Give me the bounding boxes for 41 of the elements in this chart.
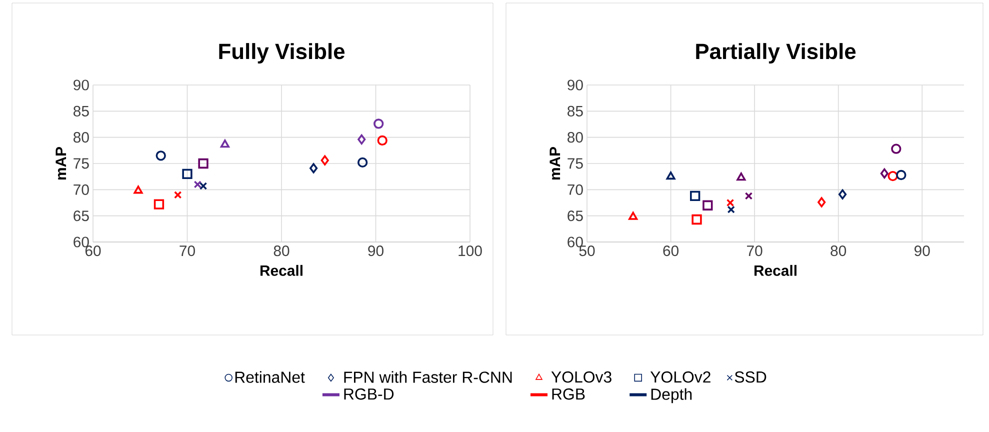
y-tick-label: 70 [568, 184, 583, 195]
y-tick-label: 85 [74, 106, 89, 116]
x-axis-title: Recall [754, 264, 796, 276]
x-tick-label: 60 [663, 246, 679, 256]
x-tick-label: 80 [274, 246, 290, 256]
x-tick-label: 70 [747, 246, 762, 256]
legend-label: RetinaNet [235, 371, 305, 383]
y-tick-label: 80 [74, 132, 89, 143]
y-tick-label: 85 [568, 106, 583, 116]
x-tick-label: 70 [180, 246, 195, 256]
legend-label: FPN with Faster R-CNN [344, 371, 512, 383]
y-tick-label: 75 [568, 158, 583, 169]
x-tick-label: 90 [368, 246, 384, 256]
y-tick-label: 80 [568, 132, 583, 143]
point [198, 158, 208, 169]
y-tick-label: 65 [74, 210, 89, 222]
y-axis-title: mAP [550, 146, 560, 180]
y-tick-label: 90 [74, 80, 89, 90]
point [156, 150, 166, 161]
x-tick-label: 60 [85, 246, 101, 256]
point [357, 157, 368, 168]
legend-label: Depth [651, 388, 692, 404]
x-axis-title: Recall [260, 264, 302, 276]
y-axis-title: mAP [56, 146, 66, 180]
x-tick-label: 80 [830, 246, 846, 256]
y-tick-label: 90 [568, 80, 583, 90]
legend-label: SSD [734, 371, 766, 383]
y-tick-label: 70 [74, 184, 89, 195]
x-tick-label: 90 [914, 246, 930, 256]
legend-label: RGB [552, 388, 585, 400]
chart-title: Partially Visible [696, 43, 856, 64]
legend-label: RGB-D [344, 388, 394, 400]
y-tick-label: 60 [74, 236, 89, 248]
chart-title: Fully Visible [219, 43, 345, 64]
y-tick-label: 60 [568, 236, 583, 248]
y-tick-label: 75 [74, 158, 89, 169]
legend-label: YOLOv2 [650, 371, 710, 383]
x-tick-label: 100 [458, 246, 482, 256]
x-tick-label: 50 [579, 246, 595, 256]
y-tick-label: 65 [568, 210, 583, 222]
legend-label: YOLOv3 [551, 371, 612, 383]
